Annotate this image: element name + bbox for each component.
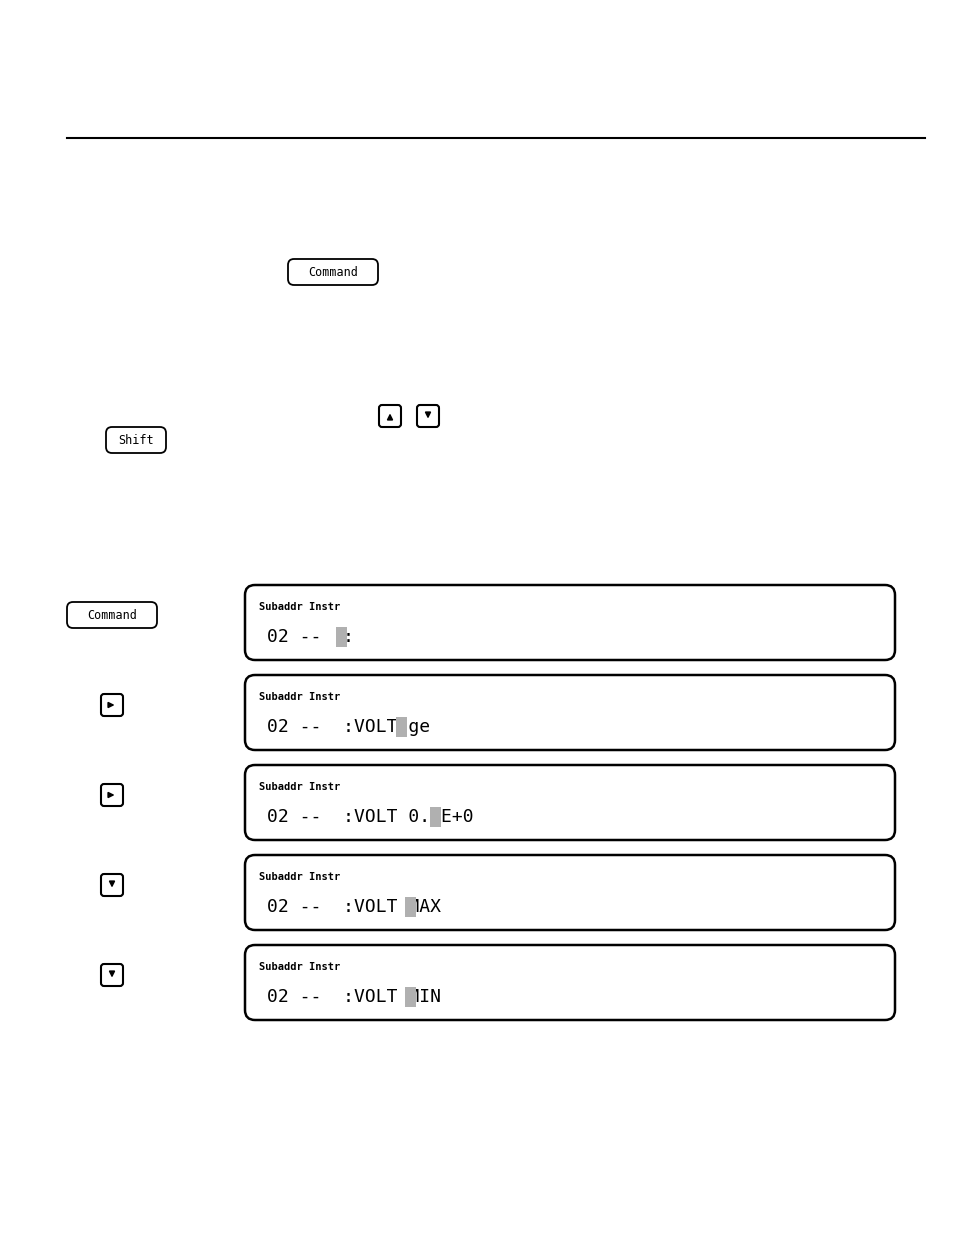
FancyBboxPatch shape xyxy=(101,784,123,806)
FancyBboxPatch shape xyxy=(67,601,157,629)
Text: 02 --  :VOLT MIN: 02 -- :VOLT MIN xyxy=(267,988,440,1007)
Bar xyxy=(404,987,416,1007)
Text: Subaddr Instr: Subaddr Instr xyxy=(258,782,340,792)
Bar xyxy=(395,718,407,737)
Text: Subaddr Instr: Subaddr Instr xyxy=(258,601,340,613)
Text: Subaddr Instr: Subaddr Instr xyxy=(258,872,340,882)
FancyBboxPatch shape xyxy=(245,855,894,930)
FancyBboxPatch shape xyxy=(245,945,894,1020)
FancyBboxPatch shape xyxy=(101,694,123,716)
FancyBboxPatch shape xyxy=(378,405,400,427)
Text: Subaddr Instr: Subaddr Instr xyxy=(258,692,340,701)
Text: 02 --  :: 02 -- : xyxy=(267,629,354,646)
FancyBboxPatch shape xyxy=(106,427,166,453)
FancyBboxPatch shape xyxy=(245,764,894,840)
Text: Shift: Shift xyxy=(118,433,153,447)
Text: 02 --  :VOLT 0.0E+0: 02 -- :VOLT 0.0E+0 xyxy=(267,808,473,826)
FancyBboxPatch shape xyxy=(245,585,894,659)
Bar xyxy=(335,627,347,647)
Text: Command: Command xyxy=(308,266,357,279)
Text: 02 --  :VOLTage: 02 -- :VOLTage xyxy=(267,718,430,736)
FancyBboxPatch shape xyxy=(288,259,377,285)
FancyBboxPatch shape xyxy=(416,405,438,427)
FancyBboxPatch shape xyxy=(101,874,123,897)
Text: 02 --  :VOLT MAX: 02 -- :VOLT MAX xyxy=(267,898,440,916)
Text: Command: Command xyxy=(87,609,137,621)
FancyBboxPatch shape xyxy=(101,965,123,986)
Bar xyxy=(430,806,441,827)
Text: Subaddr Instr: Subaddr Instr xyxy=(258,962,340,972)
FancyBboxPatch shape xyxy=(245,676,894,750)
Bar xyxy=(404,897,416,918)
